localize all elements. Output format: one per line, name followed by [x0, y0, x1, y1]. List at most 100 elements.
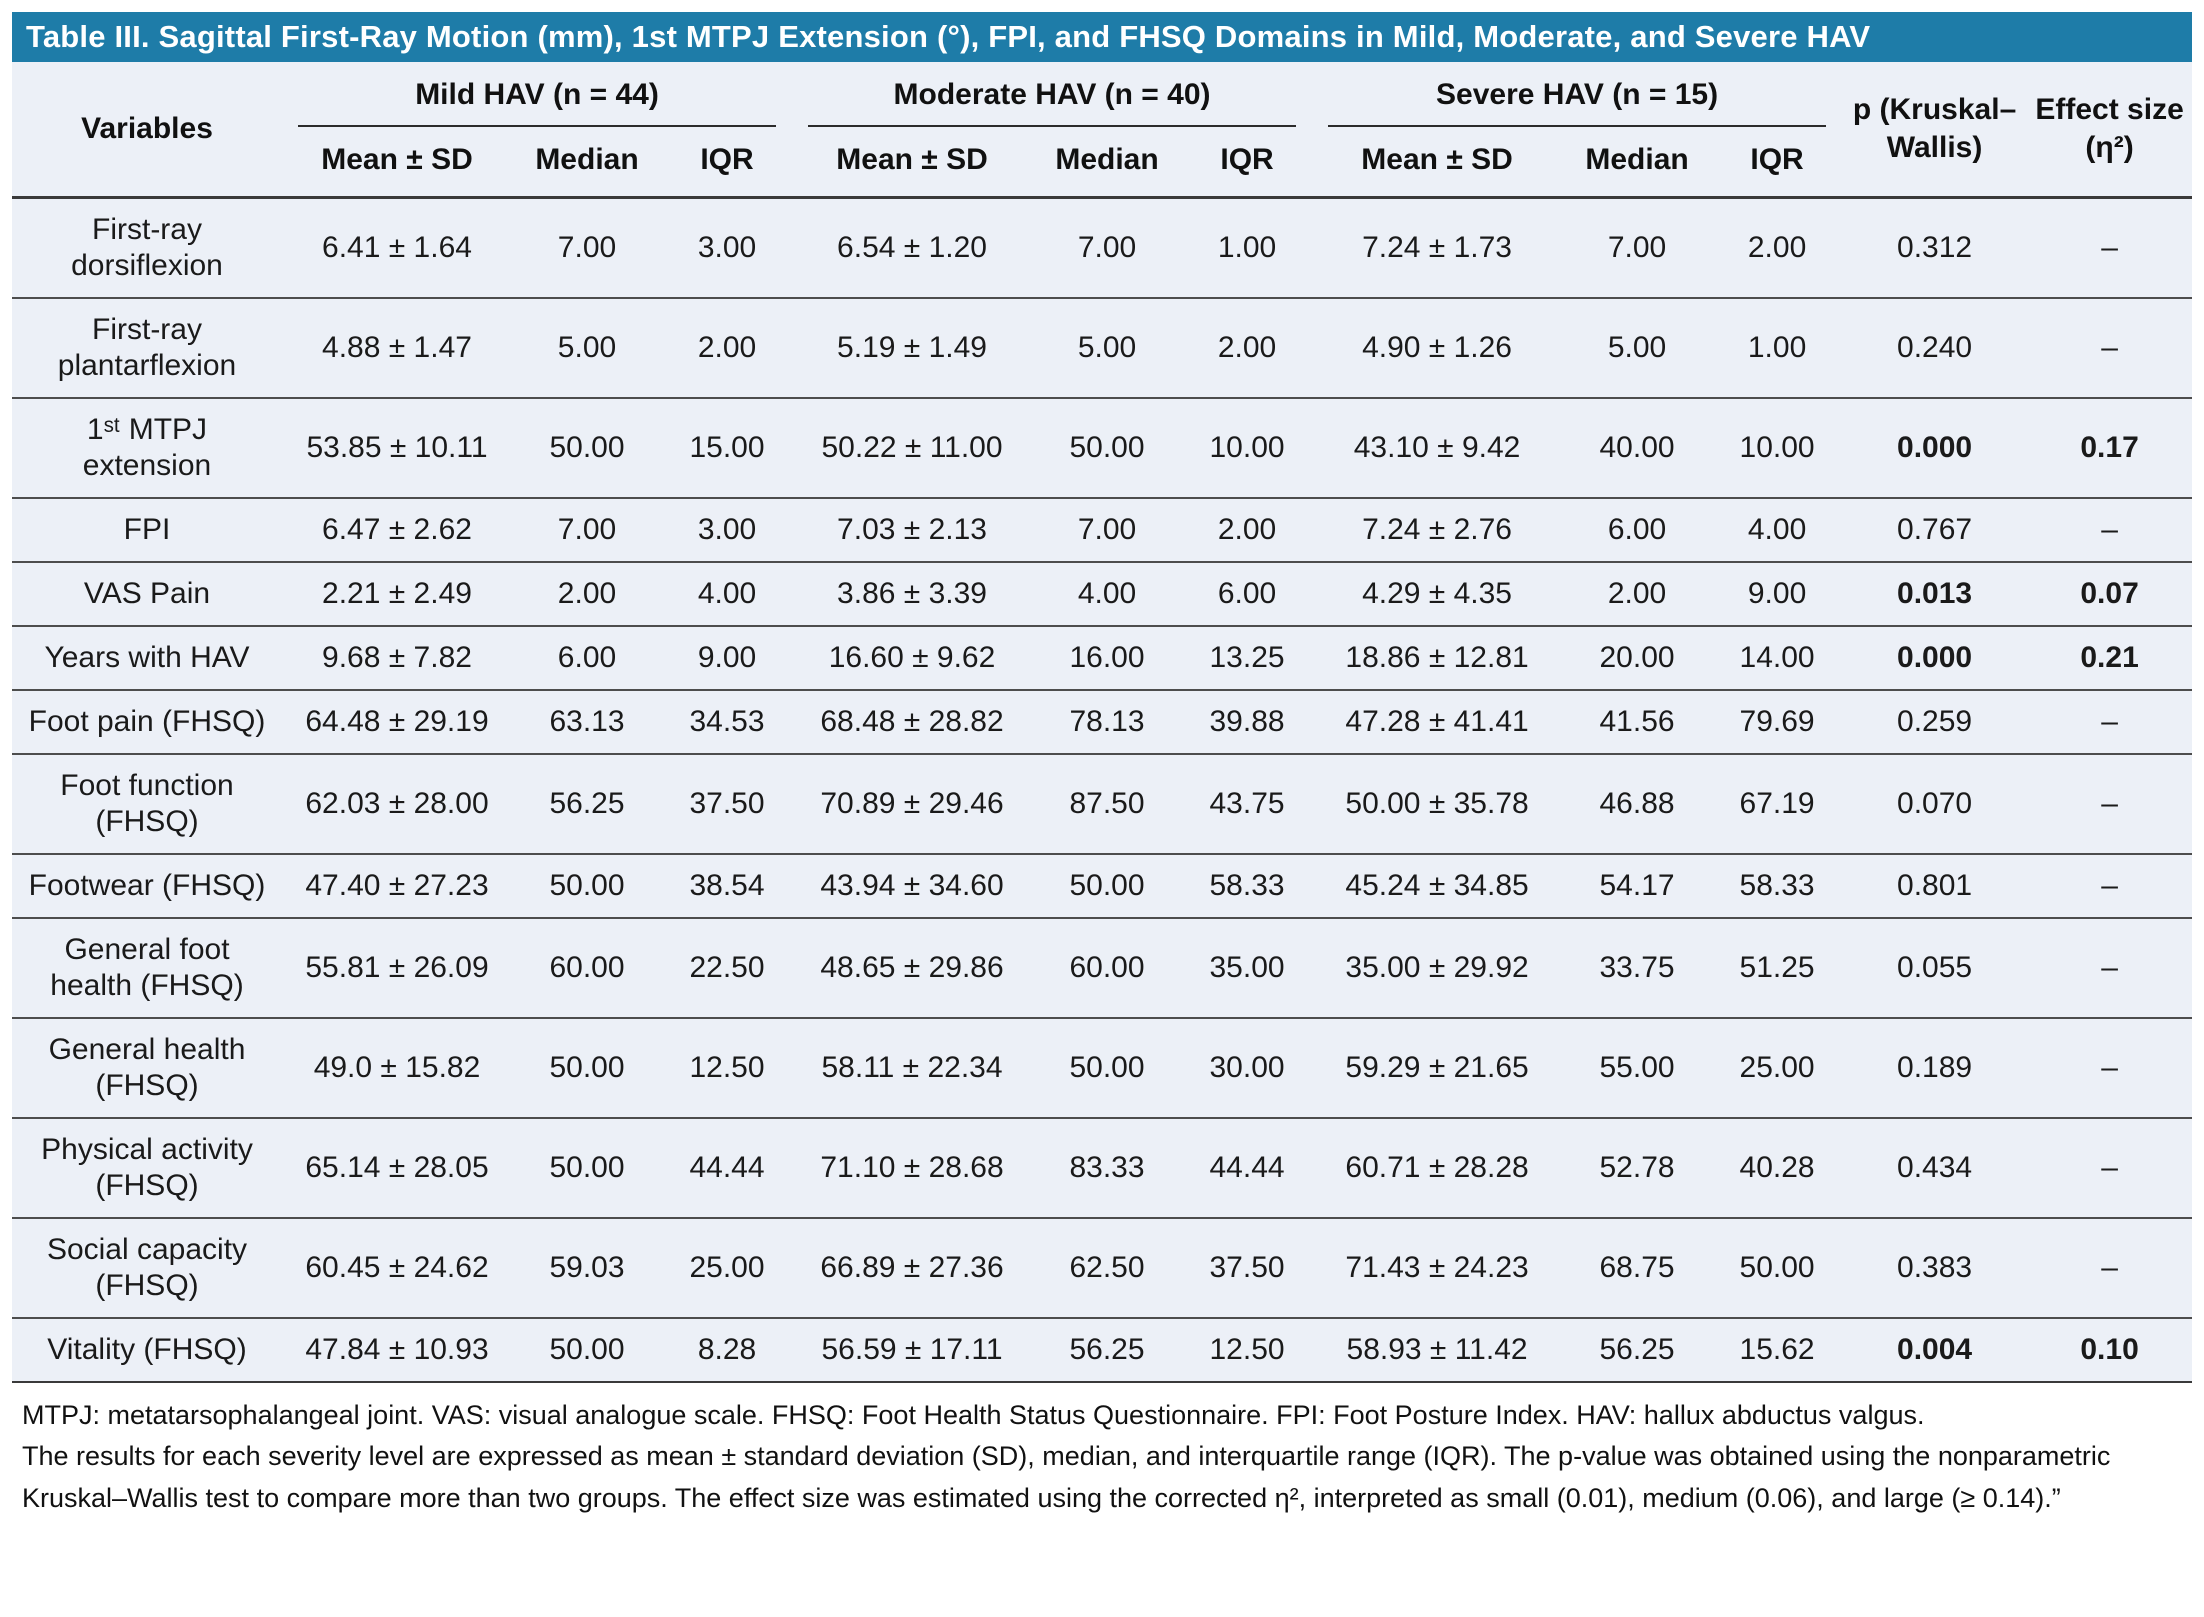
mild-median-value: 6.00 [512, 624, 662, 690]
severe-median-value: 54.17 [1562, 852, 1713, 918]
mild-mean-sd-value: 60.45 ± 24.62 [282, 1216, 512, 1318]
effect-size-value: 0.21 [2027, 624, 2193, 690]
row-variable: VAS Pain [12, 560, 282, 626]
mild-iqr-value: 12.50 [662, 1016, 793, 1118]
severe-mean-sd-value: 60.71 ± 28.28 [1312, 1116, 1563, 1218]
severe-median-value: 68.75 [1562, 1216, 1713, 1318]
severe-mean-sd-value: 4.90 ± 1.26 [1312, 296, 1563, 398]
p-value: 0.434 [1842, 1116, 2028, 1218]
effect-size-value: – [2027, 688, 2193, 754]
moderate-mean-sd-value: 48.65 ± 29.86 [792, 916, 1033, 1018]
row-variable: Foot function (FHSQ) [12, 752, 282, 854]
moderate-mean-sd-value: 56.59 ± 17.11 [792, 1316, 1033, 1383]
table-row: Vitality (FHSQ) 47.84 ± 10.93 50.00 8.28 56.… [12, 1316, 2193, 1383]
moderate-mean-sd-value: 71.10 ± 28.68 [792, 1116, 1033, 1218]
mild-iqr-value: 4.00 [662, 560, 793, 626]
severe-median-value: 56.25 [1562, 1316, 1713, 1383]
moderate-iqr-value: 37.50 [1182, 1216, 1313, 1318]
moderate-mean-sd-value: 58.11 ± 22.34 [792, 1016, 1033, 1118]
mild-mean-sd-value: 6.47 ± 2.62 [282, 496, 512, 562]
table-row: General health (FHSQ) 49.0 ± 15.82 50.00 12… [12, 1016, 2193, 1118]
row-variable: Vitality (FHSQ) [12, 1316, 282, 1383]
moderate-median-value: 7.00 [1032, 195, 1183, 298]
table-title: Table III. Sagittal First-Ray Motion (mm… [26, 19, 1871, 54]
footnote-abbreviations: MTPJ: metatarsophalangeal joint. VAS: vi… [22, 1399, 1925, 1430]
p-value: 0.070 [1842, 752, 2028, 854]
effect-size-value: 0.17 [2027, 396, 2193, 498]
moderate-median-value: 78.13 [1032, 688, 1183, 754]
severe-iqr-value: 14.00 [1712, 624, 1843, 690]
effect-size-value: – [2027, 1216, 2193, 1318]
moderate-median-value: 7.00 [1032, 496, 1183, 562]
table-row: Social capacity (FHSQ) 60.45 ± 24.62 59.03… [12, 1216, 2193, 1318]
severe-mean-sd-value: 71.43 ± 24.23 [1312, 1216, 1563, 1318]
moderate-iqr-value: 6.00 [1182, 560, 1313, 626]
row-variable: FPI [12, 496, 282, 562]
mild-median-value: 7.00 [512, 195, 662, 298]
mild-iqr-value: 2.00 [662, 296, 793, 398]
mild-median-value: 2.00 [512, 560, 662, 626]
effect-size-value: 0.07 [2027, 560, 2193, 626]
mild-mean-sd-value: 55.81 ± 26.09 [282, 916, 512, 1018]
column-header-severe-mean-sd: Mean ± SD [1361, 143, 1513, 176]
mild-median-value: 63.13 [512, 688, 662, 754]
severe-iqr-value: 51.25 [1712, 916, 1843, 1018]
effect-size-value: – [2027, 852, 2193, 918]
severe-mean-sd-value: 59.29 ± 21.65 [1312, 1016, 1563, 1118]
effect-size-value: – [2027, 1016, 2193, 1118]
mild-median-value: 60.00 [512, 916, 662, 1018]
p-value: 0.801 [1842, 852, 2028, 918]
p-value: 0.004 [1842, 1316, 2028, 1383]
severe-iqr-value: 50.00 [1712, 1216, 1843, 1318]
table-title-bar: Table III. Sagittal First-Ray Motion (mm… [12, 12, 2192, 62]
mild-iqr-value: 8.28 [662, 1316, 793, 1383]
table-row: First-ray dorsiflexion 6.41 ± 1.64 7.00 3.0… [12, 195, 2193, 298]
severe-mean-sd-value: 47.28 ± 41.41 [1312, 688, 1563, 754]
column-header-effect-size: Effect size (η²) [2035, 93, 2184, 164]
row-variable: First-ray plantarflexion [12, 296, 282, 398]
moderate-median-value: 16.00 [1032, 624, 1183, 690]
p-value: 0.000 [1842, 396, 2028, 498]
column-header-severe-median: Median [1585, 143, 1689, 176]
mild-median-value: 50.00 [512, 852, 662, 918]
moderate-median-value: 87.50 [1032, 752, 1183, 854]
mild-mean-sd-value: 47.84 ± 10.93 [282, 1316, 512, 1383]
table-iii-page: Table III. Sagittal First-Ray Motion (mm… [12, 12, 2193, 1521]
column-header-severe-iqr: IQR [1750, 143, 1804, 176]
severe-mean-sd-value: 43.10 ± 9.42 [1312, 396, 1563, 498]
row-variable: 1ˢᵗ MTPJ extension [12, 396, 282, 498]
moderate-iqr-value: 44.44 [1182, 1116, 1313, 1218]
mild-median-value: 7.00 [512, 496, 662, 562]
severe-median-value: 46.88 [1562, 752, 1713, 854]
row-variable: General foot health (FHSQ) [12, 916, 282, 1018]
mild-median-value: 56.25 [512, 752, 662, 854]
p-value: 0.259 [1842, 688, 2028, 754]
row-variable: Physical activity (FHSQ) [12, 1116, 282, 1218]
row-variable: Footwear (FHSQ) [12, 852, 282, 918]
severe-median-value: 52.78 [1562, 1116, 1713, 1218]
mild-iqr-value: 25.00 [662, 1216, 793, 1318]
p-value: 0.055 [1842, 916, 2028, 1018]
mild-mean-sd-value: 9.68 ± 7.82 [282, 624, 512, 690]
table-footnotes: MTPJ: metatarsophalangeal joint. VAS: vi… [22, 1395, 2186, 1521]
table-row: 1ˢᵗ MTPJ extension 53.85 ± 10.11 50.00 15.0… [12, 396, 2193, 498]
moderate-median-value: 56.25 [1032, 1316, 1183, 1383]
mild-mean-sd-value: 2.21 ± 2.49 [282, 560, 512, 626]
mild-iqr-value: 37.50 [662, 752, 793, 854]
moderate-iqr-value: 13.25 [1182, 624, 1313, 690]
table-body: First-ray dorsiflexion 6.41 ± 1.64 7.00 3.0… [12, 195, 2193, 1383]
mild-median-value: 5.00 [512, 296, 662, 398]
table-row: Footwear (FHSQ) 47.40 ± 27.23 50.00 38.54 43… [12, 852, 2193, 918]
effect-size-value: – [2027, 916, 2193, 1018]
mild-iqr-value: 34.53 [662, 688, 793, 754]
severe-median-value: 6.00 [1562, 496, 1713, 562]
effect-size-value: – [2027, 1116, 2193, 1218]
mild-iqr-value: 22.50 [662, 916, 793, 1018]
mild-iqr-value: 3.00 [662, 195, 793, 298]
moderate-iqr-value: 39.88 [1182, 688, 1313, 754]
severe-iqr-value: 4.00 [1712, 496, 1843, 562]
mild-iqr-value: 44.44 [662, 1116, 793, 1218]
severe-iqr-value: 2.00 [1712, 195, 1843, 298]
moderate-iqr-value: 58.33 [1182, 852, 1313, 918]
moderate-median-value: 5.00 [1032, 296, 1183, 398]
